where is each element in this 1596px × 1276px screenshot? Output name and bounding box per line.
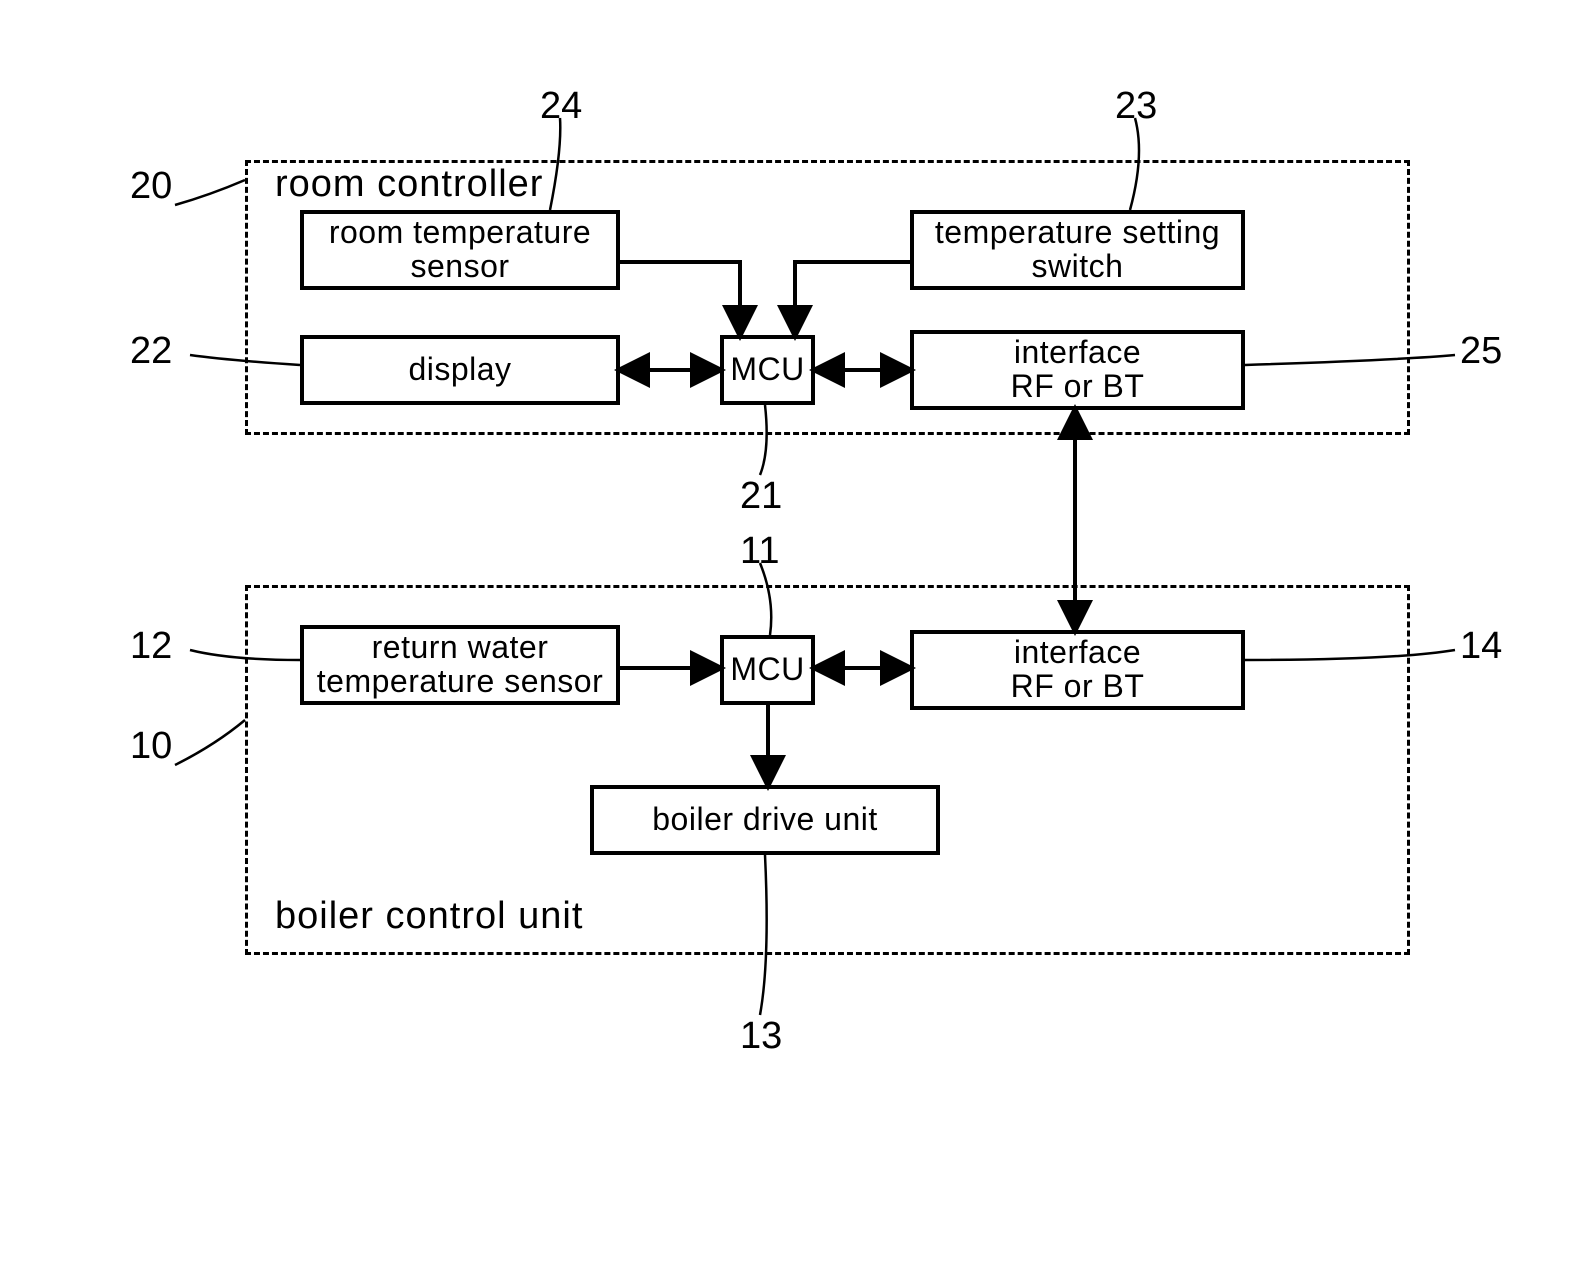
ref-11: 11 (740, 530, 779, 573)
node-temp-setting-switch-label: temperature settingswitch (935, 216, 1220, 283)
node-boiler-drive: boiler drive unit (590, 785, 940, 855)
node-interface-top-label: interfaceRF or BT (1011, 336, 1145, 403)
ref-13: 13 (740, 1015, 782, 1058)
ref-25: 25 (1460, 330, 1502, 373)
node-mcu-bot-label: MCU (730, 653, 804, 687)
group-room-controller-label: room controller (275, 163, 543, 206)
ref-20: 20 (130, 165, 172, 208)
ref-22: 22 (130, 330, 172, 373)
node-interface-bot: interfaceRF or BT (910, 630, 1245, 710)
ref-14: 14 (1460, 625, 1502, 668)
node-interface-bot-label: interfaceRF or BT (1011, 636, 1145, 703)
node-mcu-top-label: MCU (730, 353, 804, 387)
node-display-label: display (408, 353, 511, 387)
node-return-water: return watertemperature sensor (300, 625, 620, 705)
node-interface-top: interfaceRF or BT (910, 330, 1245, 410)
node-room-temp-sensor: room temperaturesensor (300, 210, 620, 290)
ref-23: 23 (1115, 85, 1157, 128)
ref-24: 24 (540, 85, 582, 128)
node-return-water-label: return watertemperature sensor (317, 631, 603, 698)
node-temp-setting-switch: temperature settingswitch (910, 210, 1245, 290)
node-boiler-drive-label: boiler drive unit (652, 803, 878, 837)
node-mcu-bot: MCU (720, 635, 815, 705)
ref-12: 12 (130, 625, 172, 668)
group-boiler-control-unit-label: boiler control unit (275, 895, 583, 938)
diagram-canvas: room controller boiler control unit room… (0, 0, 1596, 1276)
ref-10: 10 (130, 725, 172, 768)
node-room-temp-sensor-label: room temperaturesensor (329, 216, 591, 283)
node-display: display (300, 335, 620, 405)
ref-21: 21 (740, 475, 782, 518)
node-mcu-top: MCU (720, 335, 815, 405)
